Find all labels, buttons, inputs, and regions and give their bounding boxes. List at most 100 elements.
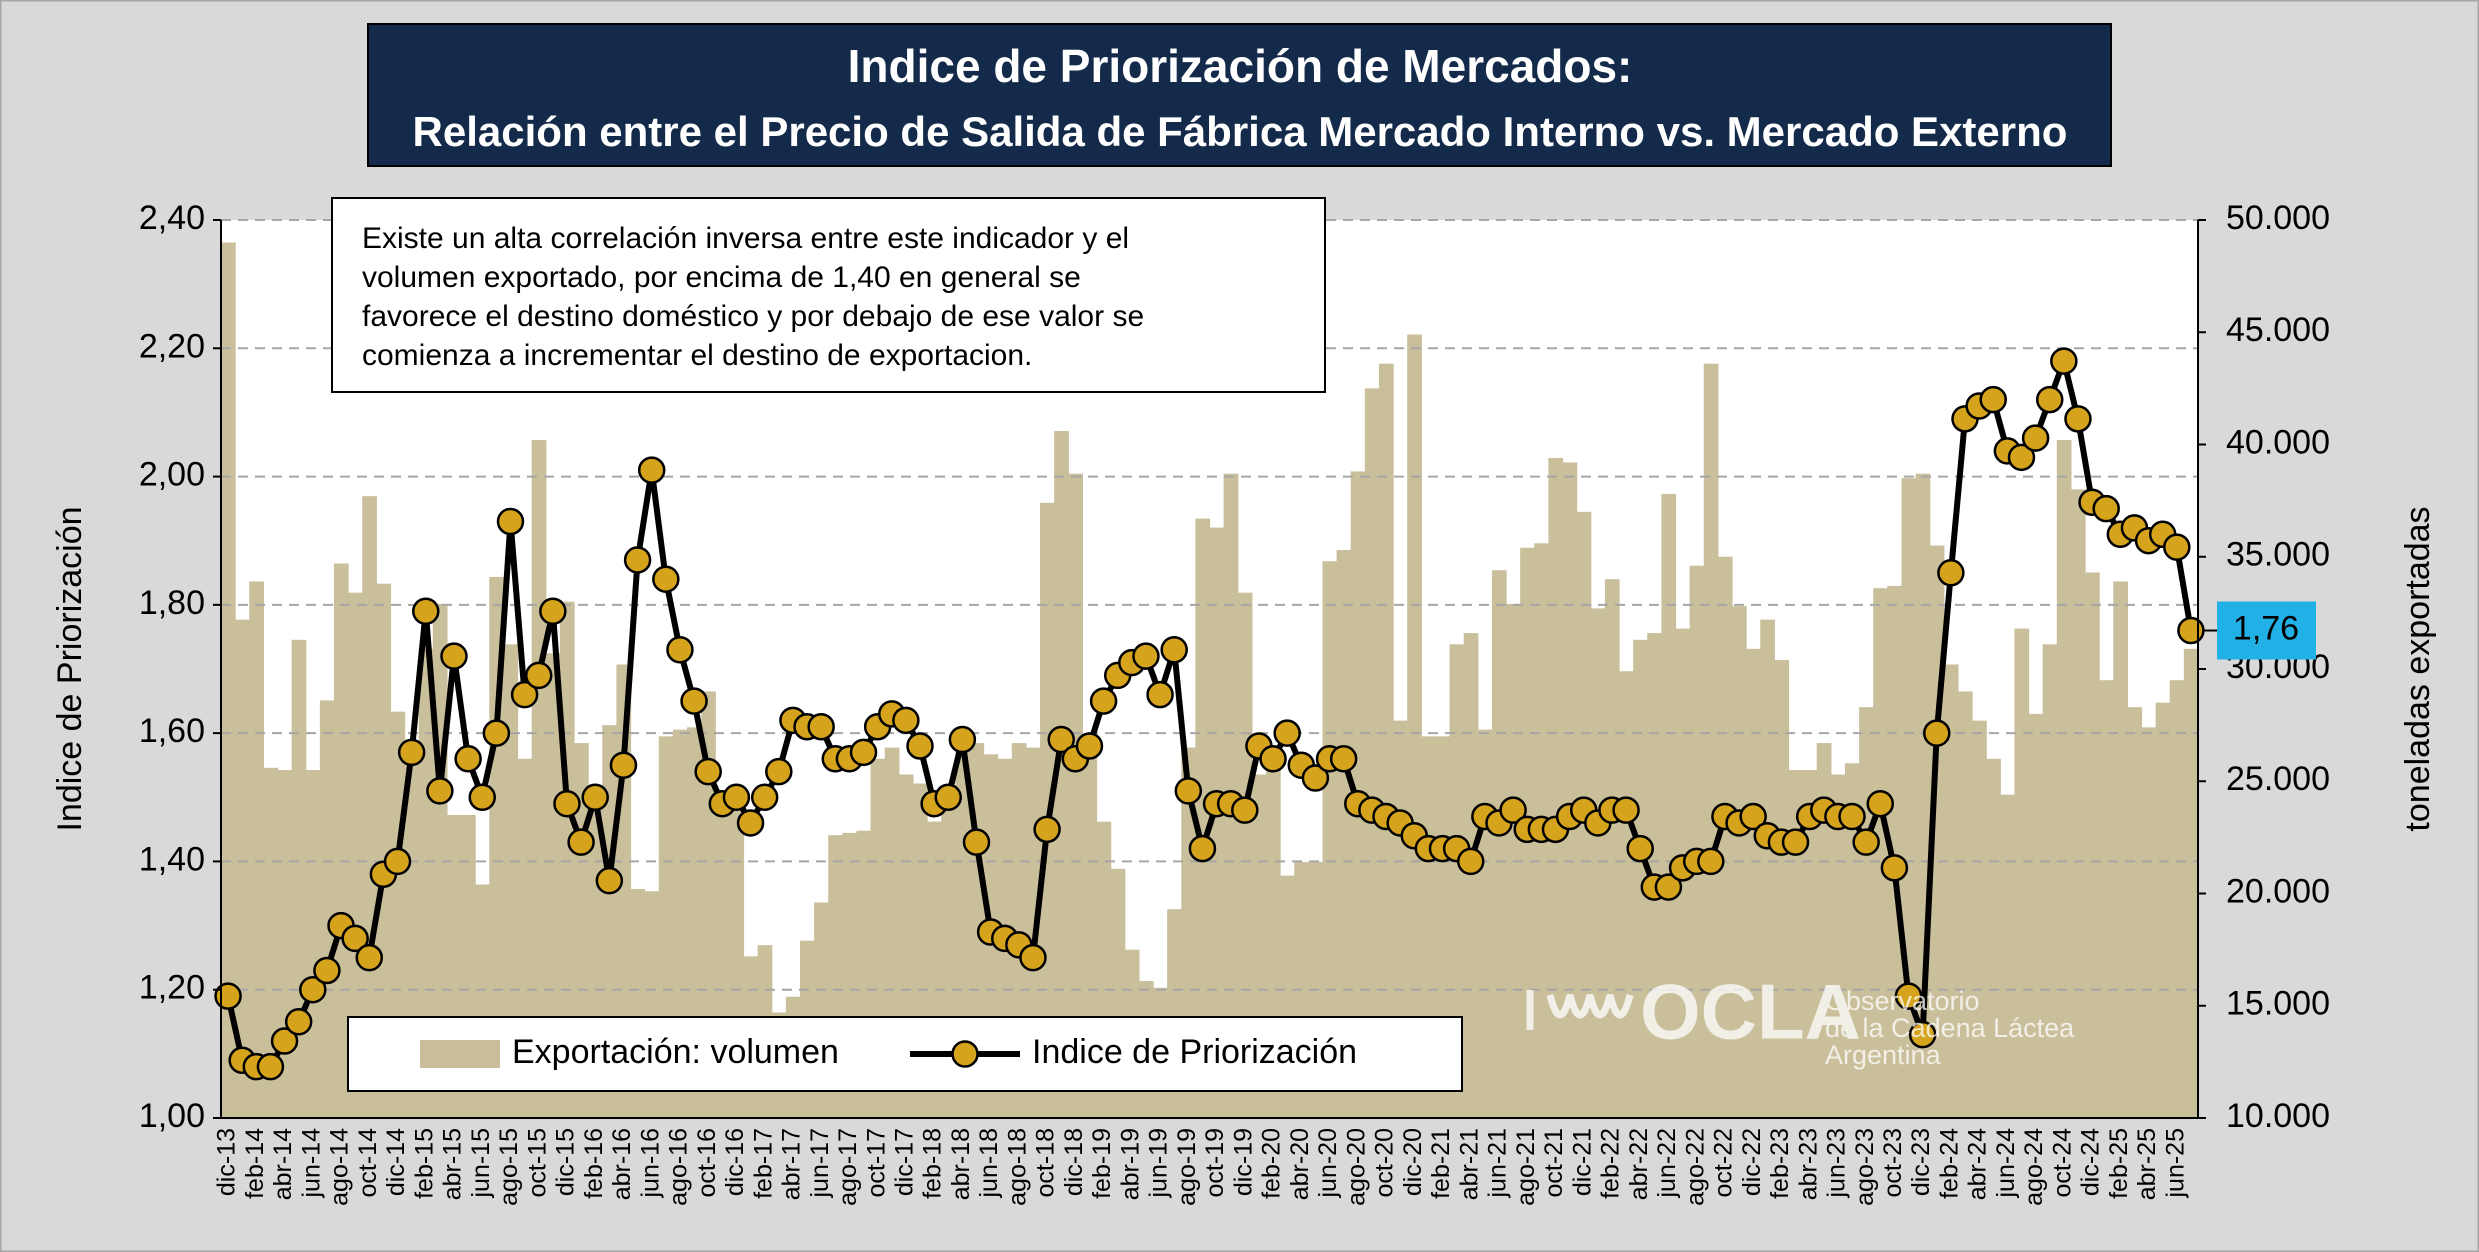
bar — [545, 653, 561, 1118]
marker — [1188, 834, 1217, 863]
bar — [503, 644, 519, 1118]
bar — [2070, 489, 2086, 1118]
x-tick-label: abr-25 — [2133, 1128, 2161, 1200]
marker — [2092, 494, 2120, 523]
marker — [849, 738, 878, 767]
bar — [1774, 660, 1790, 1118]
x-tick-label: oct-18 — [1032, 1128, 1060, 1197]
title-box — [367, 23, 2112, 167]
x-tick-label: jun-23 — [1823, 1128, 1851, 1199]
y2-axis-title: toneladas exportadas — [2399, 506, 2437, 831]
marker — [736, 809, 765, 837]
callout-label: 1,76 — [2233, 609, 2299, 647]
x-tick-label: ago-24 — [2020, 1128, 2048, 1206]
bar — [1760, 619, 1775, 1118]
x-tick-label: feb-19 — [1088, 1128, 1116, 1199]
bar — [1717, 556, 1733, 1118]
bar — [1378, 363, 1394, 1118]
bar — [221, 242, 236, 1118]
marker — [2064, 405, 2092, 433]
logo-text: Observatorio — [1825, 986, 1980, 1016]
marker — [1146, 680, 1174, 709]
legend-label: Exportación: volumen — [512, 1033, 839, 1071]
marker — [1089, 687, 1118, 715]
marker — [440, 642, 468, 670]
legend-swatch — [420, 1040, 500, 1068]
marker — [553, 789, 581, 818]
bar — [1873, 588, 1888, 1118]
bar — [348, 592, 363, 1118]
x-tick-label: ago-22 — [1681, 1128, 1709, 1206]
chart-title: Indice de Priorización de Mercados: — [848, 40, 1633, 92]
x-tick-label: ago-19 — [1173, 1128, 1201, 1206]
y-tick-label: 1,80 — [139, 584, 205, 622]
x-tick-label: abr-23 — [1794, 1128, 1822, 1200]
x-tick-label: abr-17 — [778, 1128, 806, 1200]
y2-tick-label: 10.000 — [2226, 1097, 2330, 1135]
bar — [249, 581, 264, 1118]
bar — [1449, 644, 1465, 1118]
logo-icon — [1526, 990, 1634, 1030]
marker — [383, 847, 412, 876]
x-tick-label: feb-17 — [749, 1128, 777, 1199]
marker — [313, 956, 341, 985]
marker — [454, 745, 482, 773]
x-tick-label: ago-17 — [834, 1128, 862, 1206]
x-tick-label: feb-20 — [1258, 1128, 1286, 1199]
marker — [652, 565, 680, 593]
bar — [2042, 644, 2058, 1118]
bar — [1054, 431, 1069, 1118]
marker — [1160, 636, 1188, 664]
marker — [299, 975, 327, 1004]
marker — [1739, 802, 1767, 831]
x-tick-label: oct-16 — [693, 1128, 721, 1197]
marker — [482, 719, 511, 747]
y-axis-title: Indice de Priorización — [51, 506, 89, 831]
bar — [1407, 334, 1422, 1118]
x-tick-label: jun-18 — [975, 1128, 1003, 1199]
marker — [1174, 777, 1203, 805]
marker — [906, 732, 934, 760]
bar — [2183, 648, 2199, 1118]
bar — [305, 770, 321, 1118]
marker — [694, 757, 722, 786]
x-tick-label: feb-25 — [2105, 1128, 2133, 1199]
marker — [1894, 982, 1923, 1010]
marker — [2035, 385, 2064, 414]
x-tick-label: abr-18 — [947, 1128, 975, 1200]
annotation-box — [331, 197, 1326, 393]
marker — [680, 687, 708, 715]
y2-tick-label: 35.000 — [2226, 536, 2330, 574]
bar — [1548, 457, 1564, 1119]
marker — [1033, 815, 1061, 844]
marker — [284, 1008, 313, 1036]
bar — [2155, 702, 2171, 1118]
bar — [1816, 743, 1832, 1118]
marker — [1781, 828, 1810, 856]
x-tick-label: oct-19 — [1201, 1128, 1229, 1197]
marker — [1259, 745, 1287, 773]
x-tick-label: oct-22 — [1710, 1128, 1738, 1197]
marker — [595, 866, 624, 895]
annotation-text: comienza a incrementar el destino de exp… — [362, 339, 1032, 372]
bar — [2000, 794, 2016, 1118]
marker — [765, 757, 793, 786]
bar — [1633, 639, 1648, 1118]
bar — [2099, 680, 2114, 1118]
bar — [1336, 550, 1352, 1118]
x-tick-label: feb-16 — [580, 1128, 608, 1199]
x-tick-label: dic-13 — [213, 1128, 241, 1196]
y-tick-label: 1,20 — [139, 969, 205, 1007]
x-tick-label: jun-24 — [1992, 1128, 2020, 1199]
x-tick-label: abr-22 — [1625, 1128, 1653, 1200]
marker — [2007, 443, 2036, 472]
marker — [1231, 796, 1259, 824]
x-tick-label: jun-15 — [467, 1128, 495, 1199]
marker — [2021, 424, 2050, 452]
marker — [510, 680, 539, 709]
bar — [1661, 493, 1677, 1118]
x-tick-label: oct-20 — [1371, 1128, 1399, 1197]
x-tick-label: dic-19 — [1229, 1128, 1257, 1196]
x-tick-label: ago-21 — [1512, 1128, 1540, 1206]
y-tick-label: 2,00 — [139, 456, 205, 494]
